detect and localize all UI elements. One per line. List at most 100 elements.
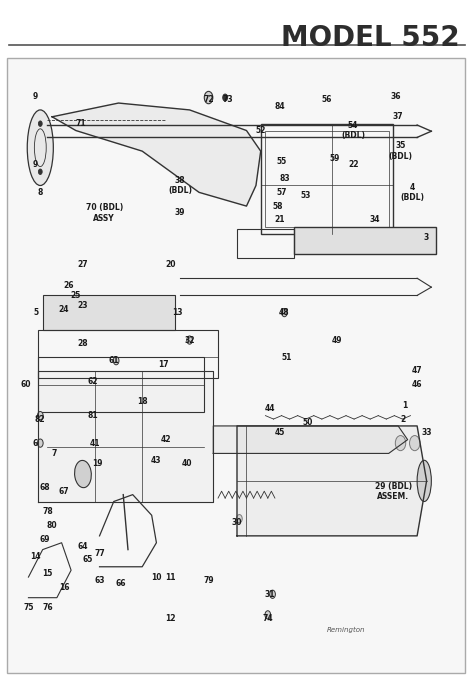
Text: 48: 48: [279, 308, 290, 317]
Text: 8: 8: [37, 188, 43, 197]
Text: 83: 83: [279, 174, 290, 183]
Text: 73: 73: [222, 95, 233, 104]
Text: 32: 32: [184, 335, 195, 345]
Text: 71: 71: [75, 119, 86, 128]
Text: 58: 58: [272, 201, 283, 211]
Text: 61: 61: [109, 356, 119, 365]
Text: 51: 51: [282, 352, 292, 362]
Text: 57: 57: [277, 188, 287, 197]
Text: 33: 33: [421, 428, 432, 438]
Text: 34: 34: [369, 215, 380, 225]
Text: 50: 50: [303, 418, 313, 427]
Ellipse shape: [204, 91, 213, 104]
Bar: [7, 58, 465, 673]
Text: 65: 65: [82, 555, 93, 565]
Text: 76: 76: [42, 603, 53, 613]
Text: 46: 46: [412, 380, 422, 390]
Bar: [294, 227, 436, 254]
Text: 18: 18: [137, 397, 147, 407]
Bar: [38, 330, 218, 378]
Text: 30: 30: [232, 517, 242, 527]
Ellipse shape: [265, 611, 271, 619]
Text: 63: 63: [94, 576, 105, 585]
Ellipse shape: [187, 336, 192, 344]
Text: 14: 14: [30, 552, 41, 561]
Text: 60: 60: [21, 380, 31, 390]
Polygon shape: [38, 371, 213, 502]
Text: 20: 20: [165, 260, 176, 269]
Text: 41: 41: [90, 438, 100, 448]
Text: 15: 15: [42, 569, 53, 578]
Ellipse shape: [417, 460, 431, 502]
Text: 26: 26: [64, 280, 74, 290]
Text: 59: 59: [329, 153, 339, 163]
Text: 37: 37: [393, 112, 403, 122]
Text: 42: 42: [161, 435, 171, 444]
Text: 40: 40: [182, 459, 192, 469]
Ellipse shape: [37, 439, 43, 447]
Text: 62: 62: [87, 376, 98, 386]
Ellipse shape: [38, 169, 42, 174]
Text: 16: 16: [59, 583, 69, 592]
Text: 74: 74: [263, 613, 273, 623]
Text: 22: 22: [348, 160, 358, 170]
Bar: [261, 124, 393, 234]
Text: 17: 17: [158, 359, 169, 369]
Text: 9: 9: [33, 91, 38, 101]
Text: 54
(BDL): 54 (BDL): [341, 121, 365, 140]
Text: 9: 9: [33, 160, 38, 170]
Text: 4
(BDL): 4 (BDL): [401, 183, 424, 202]
Ellipse shape: [37, 412, 43, 420]
Text: 11: 11: [165, 572, 176, 582]
Text: 52: 52: [255, 126, 266, 135]
Text: 53: 53: [301, 191, 311, 201]
Text: 77: 77: [94, 548, 105, 558]
Text: 78: 78: [42, 507, 53, 517]
Text: 1: 1: [402, 401, 408, 410]
Bar: [38, 357, 204, 412]
Text: 70 (BDL)
ASSY: 70 (BDL) ASSY: [86, 203, 123, 223]
Text: 67: 67: [59, 486, 69, 496]
Ellipse shape: [74, 460, 91, 488]
Bar: [237, 229, 294, 258]
Text: 43: 43: [151, 455, 162, 465]
Text: 28: 28: [78, 339, 88, 348]
Text: 27: 27: [78, 260, 88, 269]
Polygon shape: [52, 103, 261, 206]
Text: 21: 21: [274, 215, 285, 225]
Bar: [265, 131, 389, 227]
Text: 23: 23: [78, 301, 88, 311]
Text: 36: 36: [391, 91, 401, 101]
Text: MODEL 552: MODEL 552: [281, 24, 460, 52]
Text: 45: 45: [274, 428, 285, 438]
Text: 35
(BDL): 35 (BDL): [389, 142, 412, 161]
Text: 3: 3: [424, 232, 429, 242]
Text: 64: 64: [78, 541, 88, 551]
Text: 29 (BDL)
ASSEM.: 29 (BDL) ASSEM.: [375, 482, 412, 501]
Text: 72: 72: [203, 95, 214, 104]
Text: 39: 39: [175, 208, 185, 218]
Text: 47: 47: [412, 366, 422, 376]
Text: 19: 19: [92, 459, 102, 469]
Bar: [43, 295, 175, 330]
Text: 5: 5: [33, 308, 38, 317]
Text: 44: 44: [265, 404, 275, 414]
Text: 55: 55: [277, 157, 287, 166]
Text: 80: 80: [47, 521, 57, 530]
Text: 31: 31: [265, 589, 275, 599]
Text: 69: 69: [40, 534, 50, 544]
Ellipse shape: [27, 110, 53, 185]
Text: 79: 79: [203, 576, 214, 585]
Text: 38
(BDL): 38 (BDL): [168, 176, 192, 195]
Text: 66: 66: [116, 579, 126, 589]
Text: 6: 6: [33, 438, 38, 448]
Ellipse shape: [410, 436, 420, 451]
Ellipse shape: [270, 590, 275, 598]
Text: 12: 12: [165, 613, 176, 623]
Text: 56: 56: [322, 95, 332, 104]
Polygon shape: [213, 426, 408, 453]
Ellipse shape: [113, 357, 119, 365]
Polygon shape: [237, 426, 427, 536]
Text: 81: 81: [87, 411, 98, 420]
Text: 75: 75: [23, 603, 34, 613]
